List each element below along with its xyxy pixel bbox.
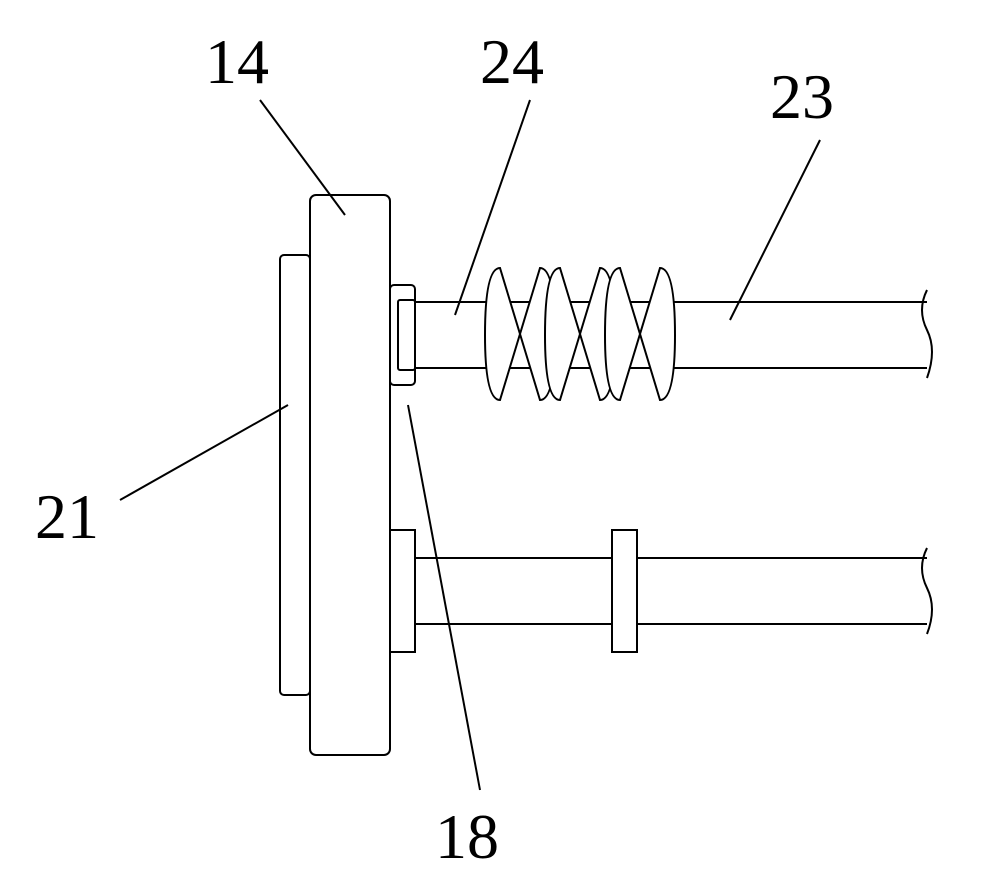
engineering-diagram — [0, 0, 1000, 890]
lower-small-plate — [390, 530, 415, 652]
label-24: 24 — [480, 25, 544, 99]
label-21: 21 — [35, 480, 99, 554]
label-23: 23 — [770, 60, 834, 134]
back-plate — [280, 255, 310, 695]
spring-assembly — [485, 268, 688, 400]
upper-break-mark — [922, 290, 932, 378]
lower-break-mark — [922, 548, 932, 634]
label-18: 18 — [435, 800, 499, 874]
label-14: 14 — [205, 25, 269, 99]
diagram-container: 14 24 23 21 18 — [0, 0, 1000, 890]
upper-bearing-inner — [398, 300, 415, 370]
leader-21 — [120, 405, 288, 500]
leader-18 — [408, 405, 480, 790]
leader-23 — [730, 140, 820, 320]
lower-collar-plate — [612, 530, 637, 652]
leader-14 — [260, 100, 345, 215]
front-plate — [310, 195, 390, 755]
